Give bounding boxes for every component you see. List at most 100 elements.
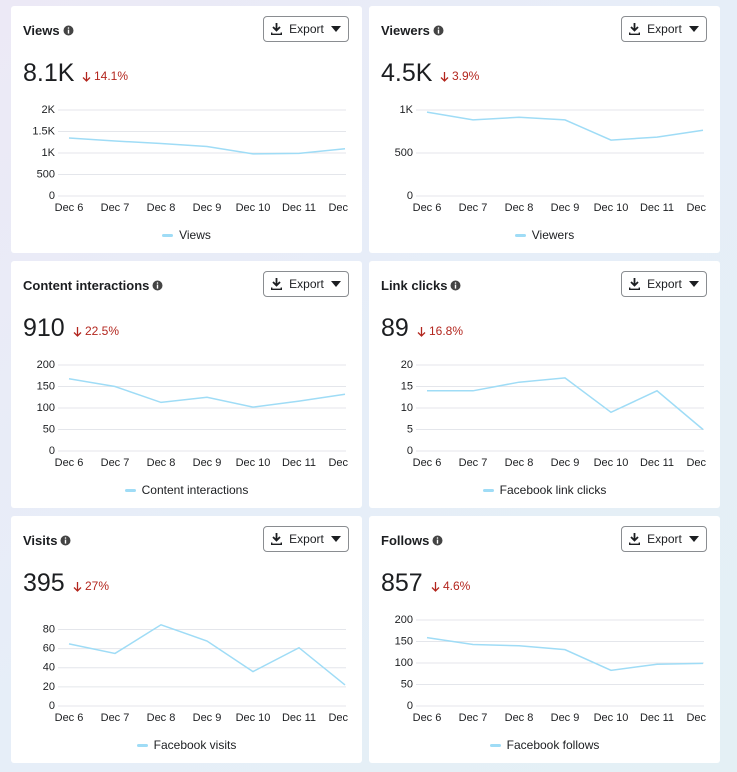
legend: Viewers	[369, 228, 720, 242]
y-tick-label: 80	[43, 623, 55, 635]
info-icon	[152, 280, 163, 291]
button-text: Export	[289, 22, 324, 36]
info-dot	[157, 282, 159, 284]
y-tick-label: 200	[395, 614, 413, 626]
arrow-path	[82, 71, 91, 82]
card-title: Views	[23, 23, 74, 38]
y-tick-label: 15	[401, 380, 413, 392]
title-text: Views	[23, 23, 60, 38]
arrow-path	[417, 326, 426, 337]
export-button[interactable]: Export	[621, 526, 707, 552]
info-stem	[157, 284, 159, 289]
line-chart: 0 20 40 60 80 Dec 6 Dec 7 Dec 8 Dec 9 Dec 10 Dec 1…	[43, 623, 349, 724]
x-tick-label: Dec 7	[459, 202, 488, 214]
change: 14.1%	[82, 69, 128, 83]
export-button[interactable]: Export	[263, 271, 349, 297]
x-tick-label: Dec 8	[147, 202, 176, 214]
line-chart: 0 50 100 150 200 Dec 6 Dec 7 Dec 8 Dec 9 Dec 10 De…	[395, 614, 707, 724]
x-tick-label: Dec 9	[193, 202, 222, 214]
down-arrow	[431, 581, 440, 592]
y-tick-label: 150	[395, 635, 413, 647]
y-tick-label: 1K	[42, 147, 56, 159]
x-tick-label: Dec 9	[551, 712, 580, 724]
legend-swatch	[136, 743, 148, 747]
info-stem	[455, 284, 457, 289]
y-tick-label: 2K	[42, 104, 56, 116]
change-text: 4.6%	[443, 579, 471, 593]
legend-label: Viewers	[531, 228, 575, 242]
legend-label: Facebook follows	[506, 738, 600, 752]
x-tick-label: Dec 10	[236, 202, 271, 214]
x-tick-label: Dec 8	[505, 202, 534, 214]
legend-swatch	[514, 233, 526, 237]
download-path	[271, 278, 283, 290]
x-tick-label: Dec	[686, 457, 706, 469]
change: 22.5%	[73, 324, 119, 338]
y-tick-label: 1.5K	[32, 125, 55, 137]
arrow-path	[73, 326, 82, 337]
title-text: Link clicks	[381, 278, 448, 293]
download-path	[271, 23, 283, 35]
info-icon	[450, 280, 461, 291]
y-tick-label: 20	[43, 681, 55, 693]
caret-path	[688, 536, 699, 542]
y-tick-label: 60	[43, 643, 55, 655]
card: Visits 395 27% Export 0 20 40 60 80 Dec 6 Dec 7 Dec…	[11, 516, 362, 763]
caret-path	[330, 536, 341, 542]
change-text: 3.9%	[452, 69, 480, 83]
button-text: Export	[647, 22, 682, 36]
export-button[interactable]: Export	[263, 526, 349, 552]
change: 3.9%	[440, 69, 479, 83]
x-tick-label: Dec 6	[413, 457, 442, 469]
y-tick-label: 20	[401, 359, 413, 371]
download-icon	[629, 23, 641, 35]
change-text: 14.1%	[94, 69, 129, 83]
title-text: Viewers	[381, 23, 430, 38]
caret	[330, 281, 341, 287]
y-tick-label: 1K	[400, 104, 414, 116]
x-tick-label: Dec	[686, 712, 706, 724]
info-stem	[67, 29, 69, 34]
y-tick-label: 100	[395, 657, 413, 669]
export-button[interactable]: Export	[621, 16, 707, 42]
card: Content interactions 910 22.5% Export 0 50 100…	[11, 261, 362, 508]
x-tick-label: Dec 8	[147, 712, 176, 724]
data-line	[68, 378, 346, 408]
download-path	[629, 533, 641, 545]
info-dot	[67, 27, 69, 29]
legend-label: Views	[179, 228, 211, 242]
metric-value: 857	[381, 569, 423, 597]
legend: Facebook follows	[369, 738, 720, 752]
x-tick-label: Dec 9	[193, 712, 222, 724]
y-tick-label: 0	[407, 190, 413, 202]
title-text: Content interactions	[23, 278, 150, 293]
card-title: Viewers	[381, 23, 444, 38]
legend-swatch	[489, 743, 501, 747]
x-tick-label: Dec 11	[282, 712, 316, 724]
download-icon	[629, 278, 641, 290]
x-tick-label: Dec 10	[594, 712, 629, 724]
y-tick-label: 0	[407, 445, 413, 457]
y-tick-label: 0	[49, 190, 55, 202]
change: 27%	[73, 579, 109, 593]
metric-value: 89	[381, 314, 409, 342]
y-tick-label: 200	[37, 359, 55, 371]
change: 4.6%	[431, 579, 470, 593]
legend-swatch	[124, 488, 136, 492]
card-title: Visits	[23, 533, 71, 548]
export-button[interactable]: Export	[621, 271, 707, 297]
card: Viewers 4.5K 3.9% Export 0 500 1K Dec 6 Dec 7 Dec…	[369, 6, 720, 253]
data-line	[426, 111, 704, 141]
x-tick-label: Dec 7	[101, 202, 130, 214]
data-line	[427, 377, 704, 431]
x-tick-label: Dec 10	[236, 457, 271, 469]
x-tick-label: Dec 9	[551, 202, 580, 214]
download-path	[629, 23, 641, 35]
card: Views 8.1K 14.1% Export 0 500 1K 1.5K 2K Dec 6 Dec…	[11, 6, 362, 253]
legend: Facebook visits	[11, 738, 362, 752]
caret-path	[330, 26, 341, 32]
legend-label: Facebook visits	[153, 738, 237, 752]
y-tick-label: 0	[49, 700, 55, 712]
export-button[interactable]: Export	[263, 16, 349, 42]
